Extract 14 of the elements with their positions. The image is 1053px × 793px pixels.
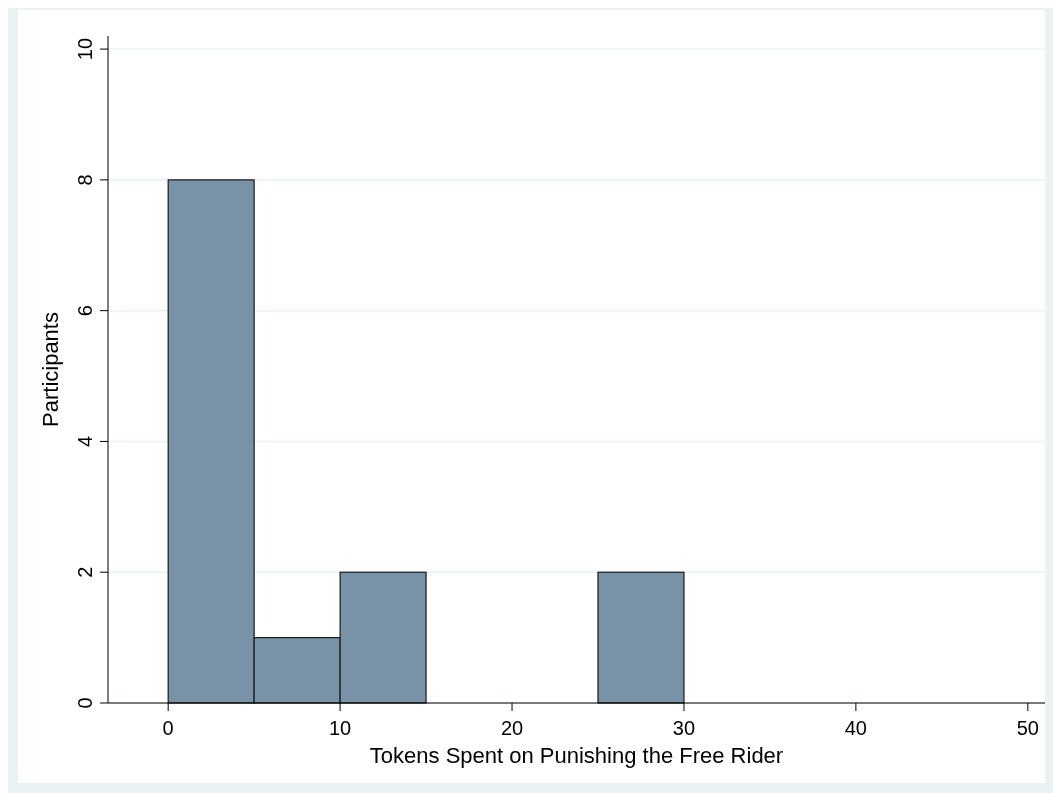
x-tick-label: 20 (500, 717, 524, 739)
x-tick-label: 30 (672, 717, 696, 739)
y-tick-label: 10 (74, 37, 96, 61)
x-tick-label: 40 (844, 717, 868, 739)
x-tick-label: 10 (328, 717, 352, 739)
y-tick-label: 8 (74, 174, 96, 186)
y-tick-label: 4 (74, 435, 96, 447)
x-tick-label: 50 (1016, 717, 1039, 739)
x-axis-title: Tokens Spent on Punishing the Free Rider (369, 743, 784, 768)
y-axis-title: Participants (38, 312, 63, 427)
y-tick-label: 2 (74, 566, 96, 578)
y-tick-label: 0 (74, 697, 96, 709)
x-tick-label: 0 (162, 717, 174, 739)
y-tick-label: 6 (74, 305, 96, 317)
